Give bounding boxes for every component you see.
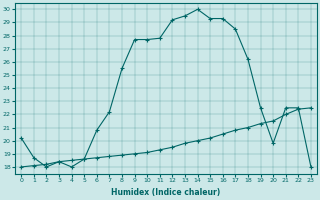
X-axis label: Humidex (Indice chaleur): Humidex (Indice chaleur) xyxy=(111,188,221,197)
